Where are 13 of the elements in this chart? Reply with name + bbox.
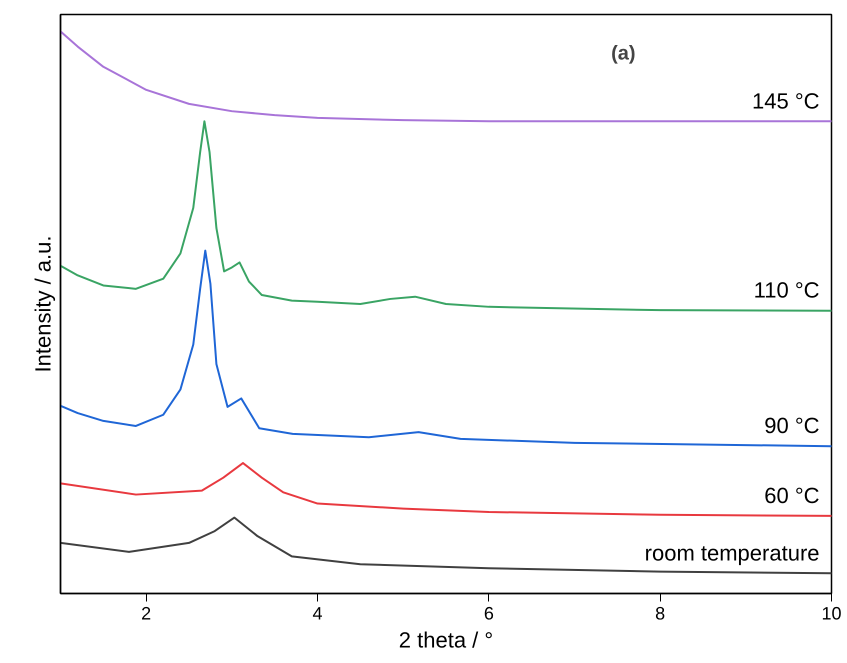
series-label: 110 °C bbox=[754, 278, 820, 303]
x-tick-label: 2 bbox=[141, 604, 152, 624]
series-label: 145 °C bbox=[752, 88, 820, 114]
x-tick-label: 10 bbox=[821, 604, 842, 624]
x-tick-label: 8 bbox=[655, 604, 666, 624]
series-label: 90 °C bbox=[764, 413, 820, 438]
x-tick-label: 6 bbox=[484, 604, 494, 624]
x-axis-title: 2 theta / ° bbox=[398, 628, 494, 652]
x-tick-label: 4 bbox=[312, 604, 323, 624]
annotation: (a) bbox=[611, 42, 636, 64]
series-label: 60 °C bbox=[764, 482, 820, 508]
series-label: room temperature bbox=[644, 540, 820, 566]
y-axis-title: Intensity / a.u. bbox=[30, 236, 56, 372]
